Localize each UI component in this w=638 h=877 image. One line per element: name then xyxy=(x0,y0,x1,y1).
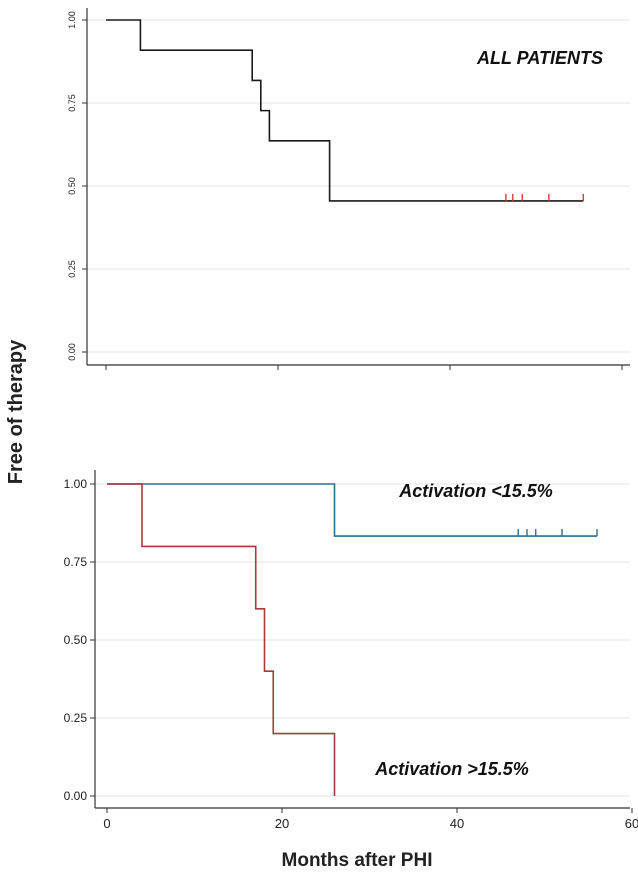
y-tick-label-0: 0.00 xyxy=(64,789,88,803)
y-tick-label-3: 0.75 xyxy=(67,94,77,112)
x-tick-label-2: 40 xyxy=(450,816,464,831)
y-axis-label: Free of therapy xyxy=(5,339,27,484)
annotation-activation-low: Activation <15.5% xyxy=(398,481,553,501)
y-tick-label-4: 1.00 xyxy=(64,477,88,491)
y-tick-label-2: 0.50 xyxy=(64,633,88,647)
panel-all-patients: 0.00 0.25 0.50 0.75 1.00 xyxy=(67,8,630,370)
y-tick-label-1: 0.25 xyxy=(64,711,88,725)
y-tick-label-3: 0.75 xyxy=(64,555,88,569)
x-axis-label: Months after PHI xyxy=(282,850,433,871)
y-tick-label-0: 0.00 xyxy=(67,343,77,361)
x-tick-label-0: 0 xyxy=(103,816,110,831)
annotation-activation-high: Activation >15.5% xyxy=(374,759,529,779)
y-tick-label-4: 1.00 xyxy=(67,11,77,29)
y-tick-label-2: 0.50 xyxy=(67,177,77,195)
km-series-0-0 xyxy=(106,19,584,202)
y-tick-label-1: 0.25 xyxy=(67,260,77,278)
km-series-1-0 xyxy=(107,483,597,537)
km-series-1-1 xyxy=(107,483,336,796)
x-tick-label-3: 60 xyxy=(625,816,638,831)
annotation-all-patients: ALL PATIENTS xyxy=(476,48,603,68)
x-tick-label-1: 20 xyxy=(275,816,289,831)
panel-activation: 0.00 0.25 0.50 0.75 1.00 0 20 40 60 xyxy=(64,470,638,831)
